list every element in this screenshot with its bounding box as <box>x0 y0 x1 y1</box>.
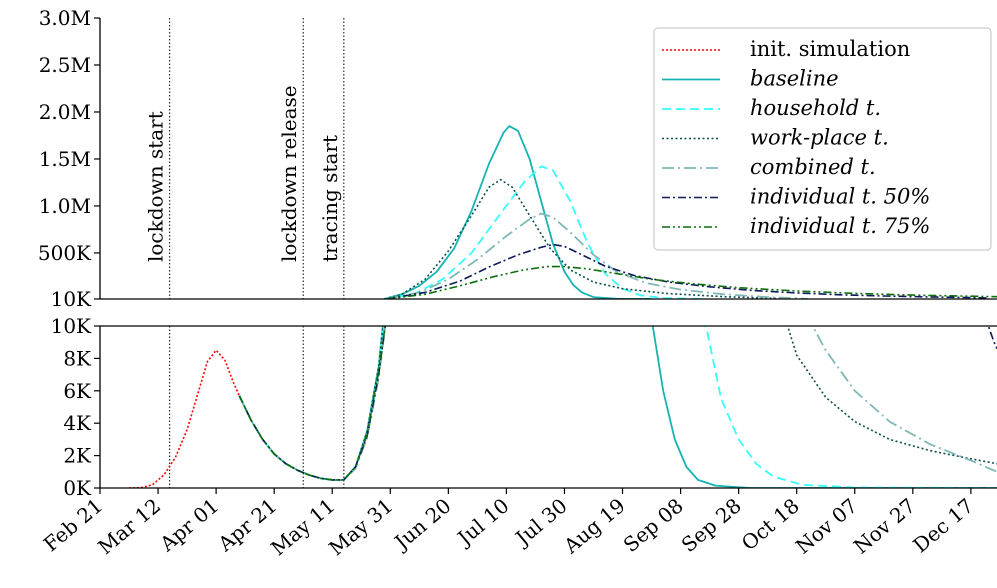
bottom-y-tick-label: 10K <box>51 314 92 338</box>
top-y-tick-label: 1.5M <box>39 147 91 171</box>
x-tick-label: May 11 <box>266 493 339 560</box>
series-line-household-top <box>384 165 704 299</box>
top-y-tick-label: 2.0M <box>39 100 91 124</box>
top-panel: 10K 500K 1.0M 1.5M 2.0M 2.5M 3.0M lockdown sta… <box>38 6 997 311</box>
bottom-y-tick-label: 4K <box>63 411 92 435</box>
bottom-y-tick-label: 6K <box>63 379 92 403</box>
event-label: tracing start <box>318 135 342 262</box>
series-line-baseline-top <box>384 125 652 299</box>
x-tick-label: Nov 27 <box>849 493 920 558</box>
x-tick-label: Sep 08 <box>619 493 688 556</box>
legend-label-baseline: baseline <box>750 67 839 91</box>
series-line-ind50-top <box>387 243 989 299</box>
top-y-tick-label: 10K <box>51 287 92 311</box>
top-y-tick-label: 1.0M <box>39 194 91 218</box>
bottom-y-tick-label: 0K <box>63 476 92 500</box>
legend-label-household: household t. <box>750 96 881 120</box>
x-tick-label: Jul 10 <box>451 493 513 551</box>
legend-box <box>653 27 992 251</box>
x-tick-label: Mar 12 <box>93 493 165 559</box>
series-line-ind75-top <box>387 265 997 299</box>
legend-label-workplace: work-place t. <box>750 126 889 150</box>
top-y-tick-label: 2.5M <box>39 53 91 77</box>
x-tick-label: Sep 28 <box>677 493 746 556</box>
x-tick-label: Feb 21 <box>39 493 107 556</box>
bottom-y-tick-label: 2K <box>63 444 92 468</box>
top-y-tick-label: 500K <box>38 241 92 265</box>
legend-label-ind75: individual t. 75% <box>750 214 930 238</box>
x-tick-label: Apr 01 <box>155 493 224 556</box>
bottom-y-axis: 0K 2K 4K 6K 8K 10K <box>51 314 100 500</box>
legend-label-combined: combined t. <box>750 155 876 179</box>
top-y-tick-label: 3.0M <box>39 6 91 30</box>
series-line-combined-top <box>387 212 809 299</box>
legend-label-ind50: individual t. 50% <box>750 185 930 209</box>
event-label: lockdown start <box>144 111 168 262</box>
series-line-workplace-top <box>384 178 786 299</box>
bottom-event-lines <box>169 326 345 488</box>
event-label: lockdown release <box>277 85 301 262</box>
series-line-init-bottom <box>128 349 241 488</box>
bottom-series <box>128 326 997 488</box>
x-tick-label: Nov 07 <box>791 493 862 558</box>
legend-label-init: init. simulation <box>750 37 910 61</box>
top-series <box>384 125 997 299</box>
top-event-lines: lockdown start lockdown release tracing st… <box>144 18 345 299</box>
x-tick-label: May 31 <box>324 493 397 560</box>
x-tick-label: Aug 19 <box>558 493 629 558</box>
top-y-axis: 10K 500K 1.0M 1.5M 2.0M 2.5M 3.0M <box>38 6 100 311</box>
x-tick-label: Jun 20 <box>388 493 455 555</box>
bottom-y-tick-label: 8K <box>63 346 92 370</box>
legend: init. simulation baseline household t. work… <box>653 27 992 251</box>
x-tick-label: Dec 17 <box>908 493 978 557</box>
x-tick-label: Oct 18 <box>737 493 804 555</box>
